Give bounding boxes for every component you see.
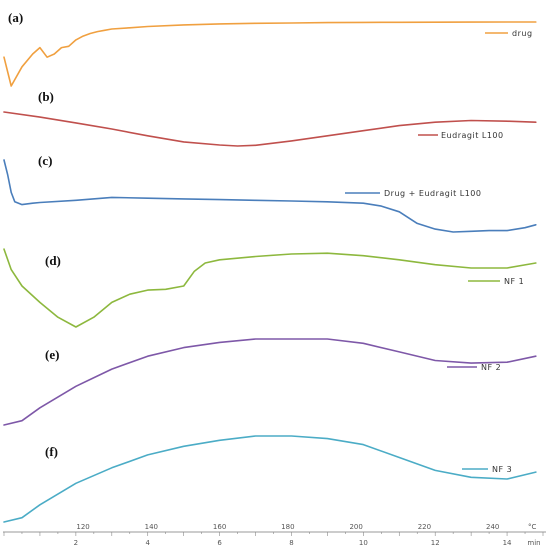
panel-3: (c) Drug + Eudragit L100 [3, 153, 537, 233]
panel-2: (b) Eudragit L100 [3, 89, 537, 147]
panel-label: (b) [38, 89, 54, 104]
legend-label: NF 3 [492, 465, 512, 474]
x-top-tick-label: 220 [418, 523, 431, 531]
x-top-tick-label: 240 [486, 523, 499, 531]
x-top-tick-label: 160 [213, 523, 226, 531]
chart-panels: (a) drug (b) Eudragit L100 (c) Drug + Eudragi… [3, 10, 537, 523]
panel-5: (e) NF 2 [3, 338, 537, 426]
panel-label: (c) [38, 153, 52, 168]
x-bottom-tick-label: 6 [217, 539, 222, 547]
panel-1: (a) drug [3, 10, 537, 87]
series-line-6 [3, 435, 537, 523]
legend-label: Eudragit L100 [441, 131, 504, 140]
x-bottom-tick-label: 10 [359, 539, 368, 547]
x-bottom-tick-label: 12 [431, 539, 440, 547]
x-bottom-tick-label: 8 [289, 539, 293, 547]
series-line-2 [3, 111, 537, 147]
x-top-tick-label: °C [528, 523, 537, 531]
x-top-tick-label: 140 [145, 523, 158, 531]
series-line-1 [3, 21, 537, 87]
series-line-3 [3, 159, 537, 233]
legend-label: Drug + Eudragit L100 [384, 189, 482, 198]
panel-6: (f) NF 3 [3, 435, 537, 523]
panel-label: (d) [45, 253, 61, 268]
legend-label: drug [512, 29, 533, 38]
panel-label: (f) [45, 444, 58, 459]
x-top-tick-label: 180 [281, 523, 294, 531]
panel-label: (a) [8, 10, 23, 25]
panel-label: (e) [45, 347, 59, 362]
panel-4: (d) NF 1 [3, 248, 537, 328]
series-line-5 [3, 338, 537, 426]
x-bottom-tick-label: 2 [74, 539, 78, 547]
x-bottom-tick-label: 14 [503, 539, 512, 547]
x-bottom-tick-label: 4 [145, 539, 150, 547]
x-top-tick-label: 200 [349, 523, 362, 531]
x-top-tick-label: 120 [76, 523, 89, 531]
x-bottom-tick-label: min [527, 539, 540, 547]
series-line-4 [3, 248, 537, 328]
legend-label: NF 1 [504, 277, 524, 286]
legend-label: NF 2 [481, 363, 501, 372]
x-axis: 120 140 160 180 200 220 240 °C 2 4 6 8 10 12 14 min [3, 523, 546, 547]
